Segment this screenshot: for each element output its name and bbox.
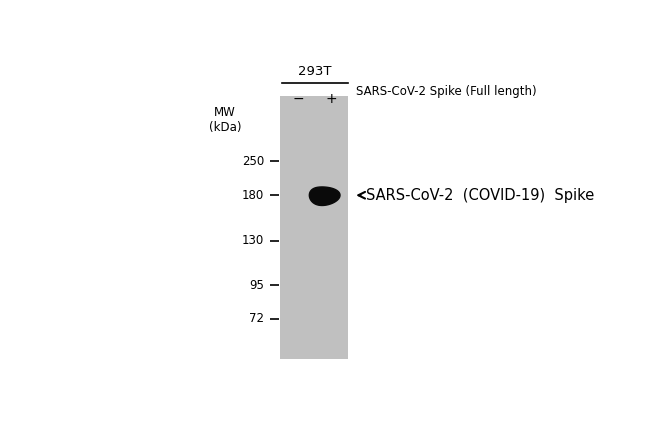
Text: SARS-CoV-2  (COVID-19)  Spike: SARS-CoV-2 (COVID-19) Spike — [366, 188, 594, 203]
Text: SARS-CoV-2 Spike (Full length): SARS-CoV-2 Spike (Full length) — [356, 85, 536, 98]
Bar — [280, 96, 348, 360]
Text: 130: 130 — [242, 234, 264, 247]
Text: MW
(kDa): MW (kDa) — [209, 106, 241, 134]
Text: 95: 95 — [249, 279, 264, 292]
Polygon shape — [309, 187, 340, 206]
Text: 180: 180 — [242, 189, 264, 202]
Text: 250: 250 — [242, 154, 264, 168]
Text: 293T: 293T — [298, 65, 332, 78]
Text: −: − — [292, 92, 304, 106]
Text: +: + — [326, 92, 337, 106]
Text: 72: 72 — [249, 312, 264, 325]
